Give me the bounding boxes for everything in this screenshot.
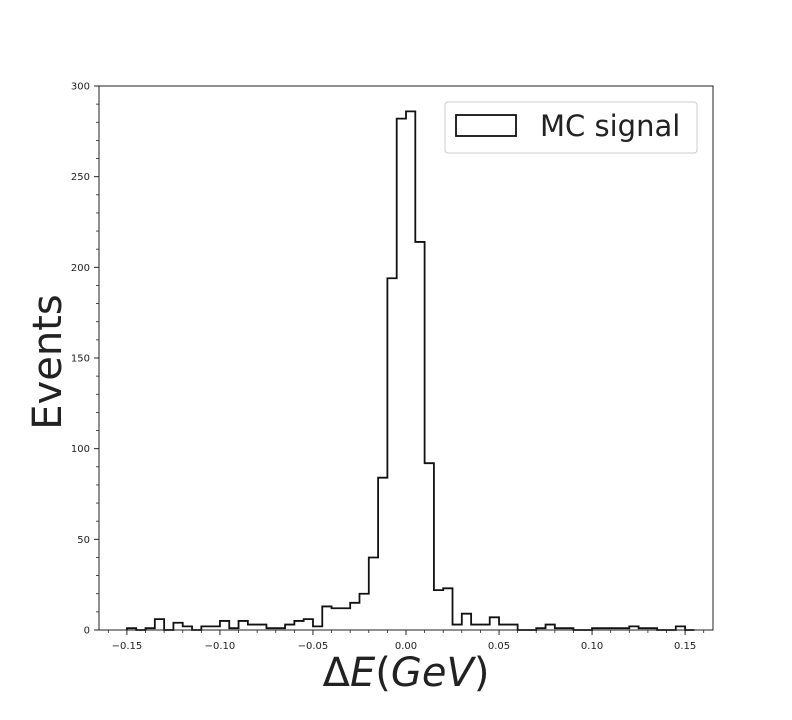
x-tick-label: 0.10 [581, 641, 603, 652]
y-tick-label: 100 [71, 444, 90, 455]
y-tick-label: 50 [77, 535, 90, 546]
y-tick-label: 250 [71, 172, 90, 183]
x-label-close: ) [474, 650, 490, 696]
x-label-var: E [350, 650, 376, 696]
y-axis-ticks: 0 50 100 150 200 250 300 [71, 82, 99, 637]
y-tick-label: 150 [71, 354, 90, 365]
x-tick-label: −0.10 [205, 641, 236, 652]
series-mc-signal-step [126, 110, 695, 631]
x-label-open: ( [375, 650, 391, 696]
x-axis-ticks: −0.15 −0.10 −0.05 0.00 0.05 0.10 0.15 [107, 630, 705, 652]
y-tick-label: 0 [84, 626, 90, 637]
plot-frame [98, 85, 714, 631]
y-axis-label: Events [25, 294, 71, 429]
y-tick-label: 300 [71, 82, 90, 93]
legend-swatch [455, 114, 517, 137]
x-tick-label: 0.00 [395, 641, 417, 652]
x-tick-label: 0.15 [674, 641, 696, 652]
y-tick-label: 200 [71, 263, 90, 274]
x-label-unit: GeV [391, 650, 477, 696]
x-tick-label: −0.15 [112, 641, 143, 652]
x-axis-label: ΔE(GeV) [323, 650, 490, 696]
legend-label: MC signal [540, 109, 680, 143]
x-label-delta: Δ [323, 650, 351, 696]
legend: MC signal [444, 101, 698, 154]
x-tick-label: 0.05 [488, 641, 510, 652]
x-tick-label: −0.05 [298, 641, 329, 652]
